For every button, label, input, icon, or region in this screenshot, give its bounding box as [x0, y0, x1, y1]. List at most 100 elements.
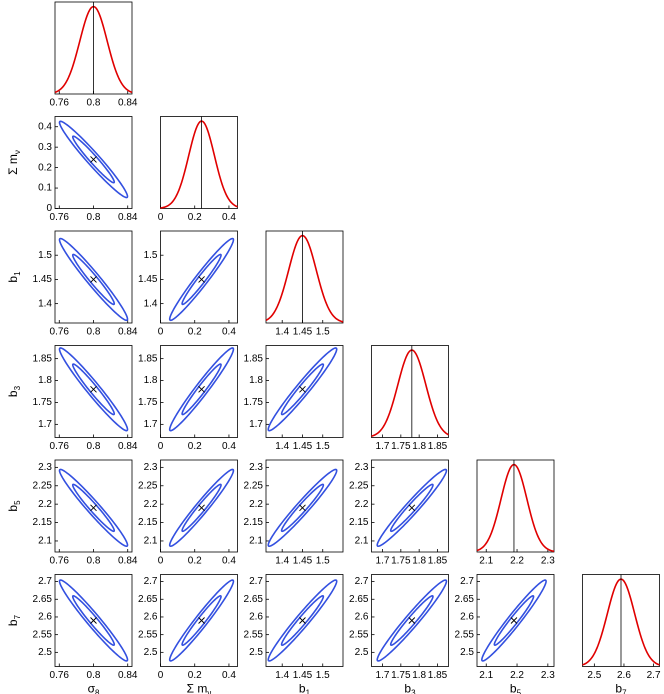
panel-frame [476, 459, 555, 553]
x-tick-label: 0 [158, 556, 164, 567]
contour [280, 595, 325, 646]
y-tick-label: 2.7 [38, 576, 52, 587]
y-tick-label: 2.65 [33, 594, 53, 605]
marginal-curve [160, 120, 238, 209]
y-tick-label: 2.25 [349, 480, 369, 491]
y-tick-label: 2.15 [33, 517, 53, 528]
contour [389, 483, 434, 533]
y-tick-label: 0.2 [38, 162, 52, 173]
x-tick-label: 1.85 [428, 670, 448, 681]
x-tick-label: 2.6 [617, 670, 631, 681]
fiducial-marker [510, 617, 518, 624]
contour [168, 468, 235, 548]
axis-label: b3 [404, 682, 416, 694]
y-tick-label: 2.55 [33, 629, 53, 640]
y-tick-label: 1.8 [249, 375, 263, 386]
y-tick-label: 1.4 [38, 298, 52, 309]
x-tick-label: 2.3 [541, 670, 555, 681]
y-tick-label: 2.1 [355, 536, 369, 547]
x-tick-label: 0.4 [222, 441, 236, 452]
x-tick-label: 0.76 [50, 327, 70, 338]
axis-label: b5 [6, 500, 22, 512]
contour [280, 483, 325, 533]
x-tick-label: 1.75 [391, 556, 411, 567]
y-tick-label: 1.75 [138, 397, 158, 408]
y-tick-label: 2.3 [249, 462, 263, 473]
panel: 1.7 1.75 1.8 1.85 2.1 2.15 2.2 2.25 2.3 [349, 459, 449, 567]
y-tick-label: 2.6 [355, 612, 369, 623]
x-tick-label: 1.45 [293, 670, 313, 681]
panel-frame [160, 230, 238, 324]
marginal-curve [371, 349, 449, 437]
axis-label: Σ mν [187, 682, 212, 694]
contour [168, 347, 235, 432]
axis-label-subscript: 7 [622, 689, 627, 694]
x-tick-label: 2.2 [510, 670, 524, 681]
y-tick-label: 2.7 [355, 576, 369, 587]
fiducial-marker [90, 385, 97, 393]
y-tick-label: 1.7 [144, 419, 158, 430]
x-tick-label: 1.7 [376, 556, 390, 567]
panel-frame [160, 345, 238, 438]
y-tick-label: 2.65 [138, 594, 158, 605]
x-tick-label: 0.8 [87, 98, 101, 109]
panel: 0.76 0.8 0.84 2.1 2.15 2.2 2.25 2.3 [33, 459, 138, 567]
panel: 1.4 1.45 1.5 2.1 2.15 2.2 2.25 2.3 [244, 459, 344, 567]
contour [267, 468, 338, 548]
y-tick-label: 2.15 [244, 517, 264, 528]
y-tick-label: 2.15 [349, 517, 369, 528]
y-tick-label: 2.5 [144, 647, 158, 658]
y-tick-label: 2.6 [249, 612, 263, 623]
y-tick-label: 2.2 [355, 499, 369, 510]
panel: 0.76 0.8 0.84 1.4 1.45 1.5 [33, 230, 138, 338]
panel: 0 0.2 0.4 1.4 1.45 1.5 [138, 230, 238, 338]
contour [71, 483, 116, 533]
axis-label: b1 [6, 271, 22, 283]
y-tick-label: 2.6 [460, 612, 474, 623]
y-tick-label: 0.3 [38, 142, 52, 153]
x-tick-label: 0.2 [188, 212, 202, 223]
y-tick-label: 2.25 [244, 480, 264, 491]
y-tick-label: 1.8 [38, 375, 52, 386]
x-tick-label: 1.5 [316, 441, 330, 452]
x-tick-label: 0.76 [50, 441, 70, 452]
y-tick-label: 2.2 [38, 499, 52, 510]
panel-frame [265, 574, 344, 667]
y-tick-label: 2.3 [38, 462, 52, 473]
x-tick-label: 1.5 [316, 556, 330, 567]
y-tick-label: 2.55 [349, 629, 369, 640]
y-tick-label: 2.7 [249, 576, 263, 587]
panel-frame [160, 574, 238, 667]
y-tick-label: 1.75 [33, 397, 53, 408]
panel-frame [371, 459, 449, 553]
y-tick-label: 2.7 [460, 576, 474, 587]
marginal-curve [265, 234, 344, 323]
y-tick-label: 2.6 [144, 612, 158, 623]
panel: 0.76 0.8 0.84 2.5 2.55 2.6 2.65 2.7 [33, 574, 138, 681]
x-tick-label: 0.8 [87, 441, 101, 452]
y-tick-label: 0.4 [38, 121, 52, 132]
x-tick-label: 0.4 [222, 327, 236, 338]
y-tick-label: 1.45 [138, 274, 158, 285]
fiducial-marker [408, 617, 416, 624]
fiducial-marker [90, 156, 97, 163]
fiducial-marker [90, 276, 97, 283]
x-tick-label: 1.8 [412, 556, 426, 567]
x-tick-label: 0.76 [50, 98, 70, 109]
x-tick-label: 0 [158, 670, 164, 681]
x-tick-label: 0.2 [188, 556, 202, 567]
axis-label-subscript: 3 [411, 689, 416, 694]
x-tick-label: 1.4 [275, 670, 289, 681]
y-tick-label: 1.7 [249, 419, 263, 430]
x-tick-label: 0 [158, 441, 164, 452]
y-tick-label: 1.7 [38, 419, 52, 430]
x-tick-label: 2.1 [479, 556, 493, 567]
x-tick-label: 1.4 [275, 441, 289, 452]
axis-label-symbol: b [299, 682, 306, 694]
fiducial-marker [198, 385, 205, 393]
panel: 0 0.2 0.4 2.1 2.15 2.2 2.25 2.3 [138, 459, 238, 567]
x-tick-label: 0.8 [87, 212, 101, 223]
contour [58, 120, 129, 199]
contour [181, 595, 222, 646]
panel-frame [371, 574, 449, 667]
